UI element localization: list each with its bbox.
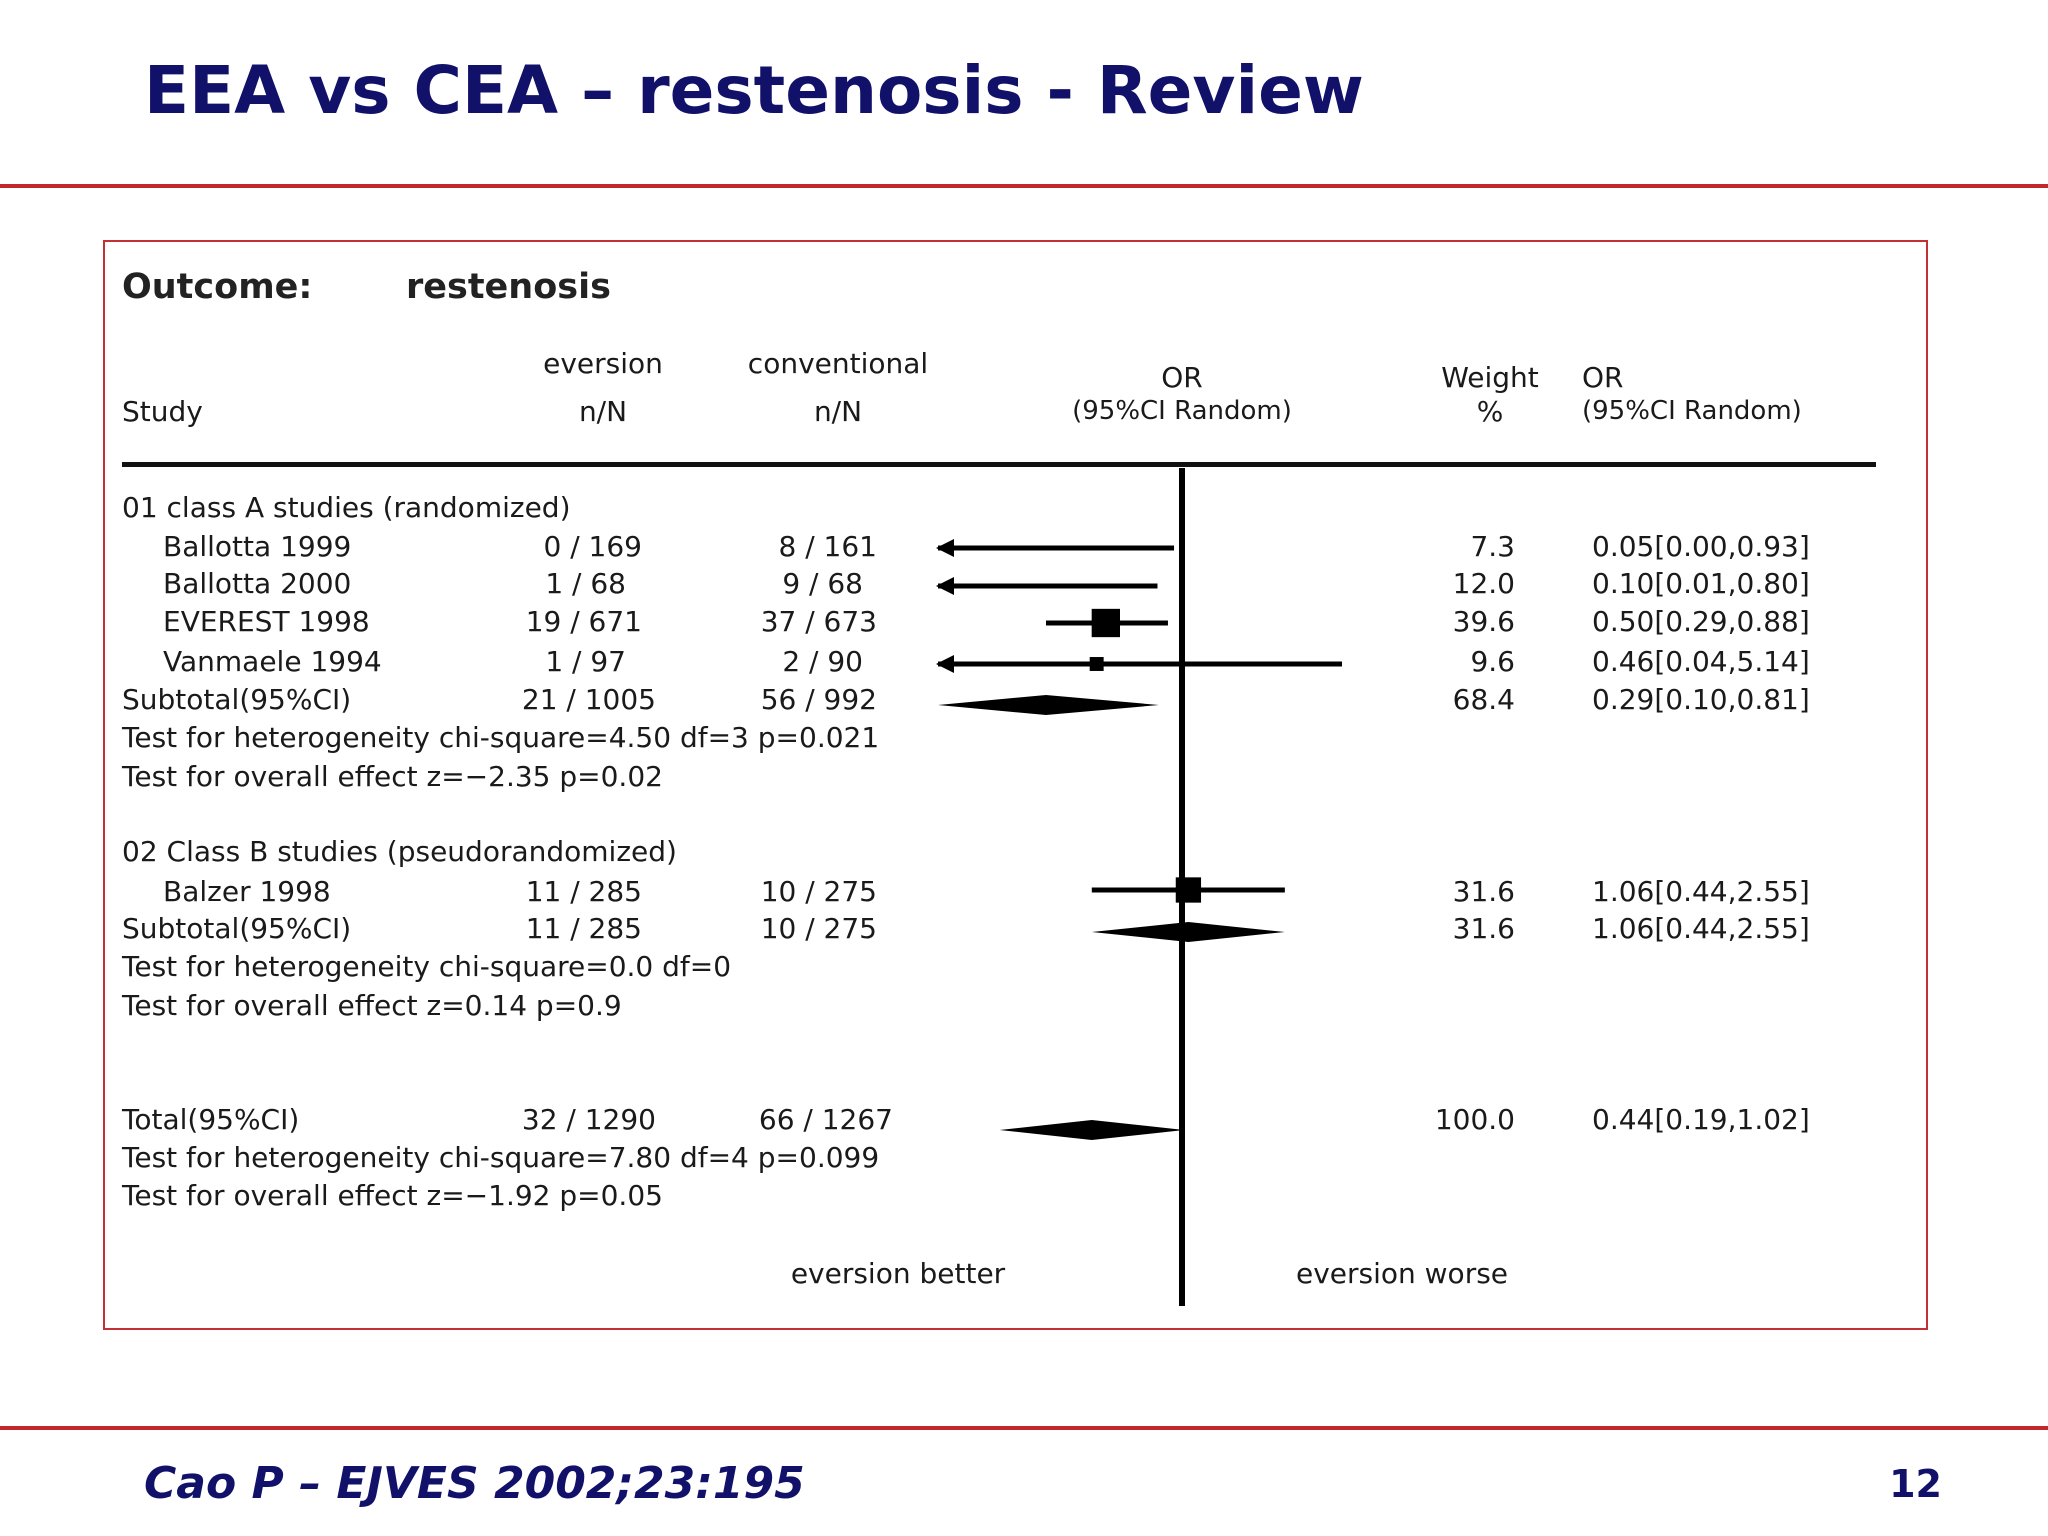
total-label: Total(95%CI) — [122, 1103, 300, 1136]
study-name: Vanmaele 1994 — [163, 645, 382, 678]
ci-arrow — [936, 539, 954, 557]
outcome-label: Outcome: — [122, 267, 313, 307]
study-eversion: 1 / 68 — [545, 567, 626, 600]
group-label: 01 class A studies (randomized) — [122, 491, 571, 524]
footer-divider — [0, 1426, 2048, 1430]
favours-left-label: eversion better — [790, 1257, 1006, 1290]
study-or-text: 0.50[0.29,0.88] — [1592, 605, 1810, 638]
study-eversion: 0 / 169 — [543, 530, 643, 563]
slide-title: EEA vs CEA – restenosis - Review — [144, 52, 1364, 129]
heterogeneity-test: Test for heterogeneity chi-square=0.0 df… — [122, 950, 732, 983]
ci-arrow — [936, 655, 954, 673]
study-or-text: 0.05[0.00,0.93] — [1592, 530, 1810, 563]
header-weight-bottom: % — [1476, 395, 1504, 428]
header-weight-top: Weight — [1441, 361, 1539, 394]
study-or-text: 0.10[0.01,0.80] — [1592, 567, 1810, 600]
total-weight: 100.0 — [1434, 1103, 1515, 1136]
header-or-plot-top: OR — [1161, 361, 1203, 394]
total-eversion: 32 / 1290 — [521, 1103, 656, 1136]
study-conventional: 10 / 275 — [760, 875, 877, 908]
study-eversion: 11 / 285 — [525, 875, 642, 908]
heterogeneity-test: Test for heterogeneity chi-square=7.80 d… — [122, 1141, 880, 1174]
subtotal-eversion: 21 / 1005 — [521, 683, 656, 716]
study-point — [1175, 877, 1202, 903]
study-name: Ballotta 2000 — [163, 567, 352, 600]
overall-effect-test: Test for overall effect z=−1.92 p=0.05 — [122, 1179, 663, 1212]
heterogeneity-test: Test for heterogeneity chi-square=4.50 d… — [122, 721, 880, 754]
subtotal-eversion: 11 / 285 — [525, 912, 642, 945]
subtotal-conventional: 10 / 275 — [760, 912, 877, 945]
study-conventional: 37 / 673 — [760, 605, 877, 638]
header-eversion-top: eversion — [543, 347, 663, 380]
total-or-text: 0.44[0.19,1.02] — [1592, 1103, 1810, 1136]
study-weight: 12.0 — [1452, 567, 1515, 600]
subtotal-weight: 68.4 — [1452, 683, 1515, 716]
ci-arrow — [936, 577, 954, 595]
subtotal-diamond — [938, 695, 1159, 715]
subtotal-diamond — [1091, 922, 1285, 942]
forest-plot-frame — [103, 240, 1928, 1330]
study-conventional: 9 / 68 — [782, 567, 863, 600]
study-name: Balzer 1998 — [163, 875, 331, 908]
header-rule — [122, 462, 1876, 467]
subtotal-conventional: 56 / 992 — [760, 683, 877, 716]
favours-right-label: eversion worse — [1295, 1257, 1509, 1290]
study-weight: 7.3 — [1470, 530, 1515, 563]
overall-effect-test: Test for overall effect z=−2.35 p=0.02 — [122, 760, 663, 793]
study-conventional: 8 / 161 — [778, 530, 878, 563]
title-divider — [0, 184, 2048, 188]
header-study: Study — [122, 395, 203, 428]
study-weight: 39.6 — [1452, 605, 1515, 638]
study-weight: 9.6 — [1470, 645, 1515, 678]
study-name: Ballotta 1999 — [163, 530, 352, 563]
study-eversion: 19 / 671 — [525, 605, 642, 638]
subtotal-or-text: 1.06[0.44,2.55] — [1592, 912, 1810, 945]
citation: Cao P – EJVES 2002;23:195 — [144, 1458, 805, 1509]
header-conventional-bottom: n/N — [813, 395, 863, 428]
header-conventional-top: conventional — [747, 347, 929, 380]
header-or-text-top: OR — [1582, 361, 1624, 394]
study-point — [1089, 657, 1104, 671]
group-label: 02 Class B studies (pseudorandomized) — [122, 835, 677, 868]
study-or-text: 0.46[0.04,5.14] — [1592, 645, 1810, 678]
study-or-text: 1.06[0.44,2.55] — [1592, 875, 1810, 908]
header-or-plot-bottom: (95%CI Random) — [1072, 396, 1292, 426]
subtotal-label: Subtotal(95%CI) — [122, 683, 352, 716]
study-name: EVEREST 1998 — [163, 605, 370, 638]
study-point — [1091, 608, 1120, 638]
study-eversion: 1 / 97 — [545, 645, 626, 678]
page-number: 12 — [1889, 1462, 1942, 1506]
overall-effect-test: Test for overall effect z=0.14 p=0.9 — [122, 989, 622, 1022]
subtotal-or-text: 0.29[0.10,0.81] — [1592, 683, 1810, 716]
outcome-value: restenosis — [406, 267, 611, 307]
subtotal-weight: 31.6 — [1452, 912, 1515, 945]
total-diamond — [999, 1120, 1185, 1140]
total-conventional: 66 / 1267 — [758, 1103, 893, 1136]
header-or-text-bottom: (95%CI Random) — [1582, 396, 1802, 426]
study-weight: 31.6 — [1452, 875, 1515, 908]
header-eversion-bottom: n/N — [578, 395, 628, 428]
study-conventional: 2 / 90 — [782, 645, 863, 678]
subtotal-label: Subtotal(95%CI) — [122, 912, 352, 945]
